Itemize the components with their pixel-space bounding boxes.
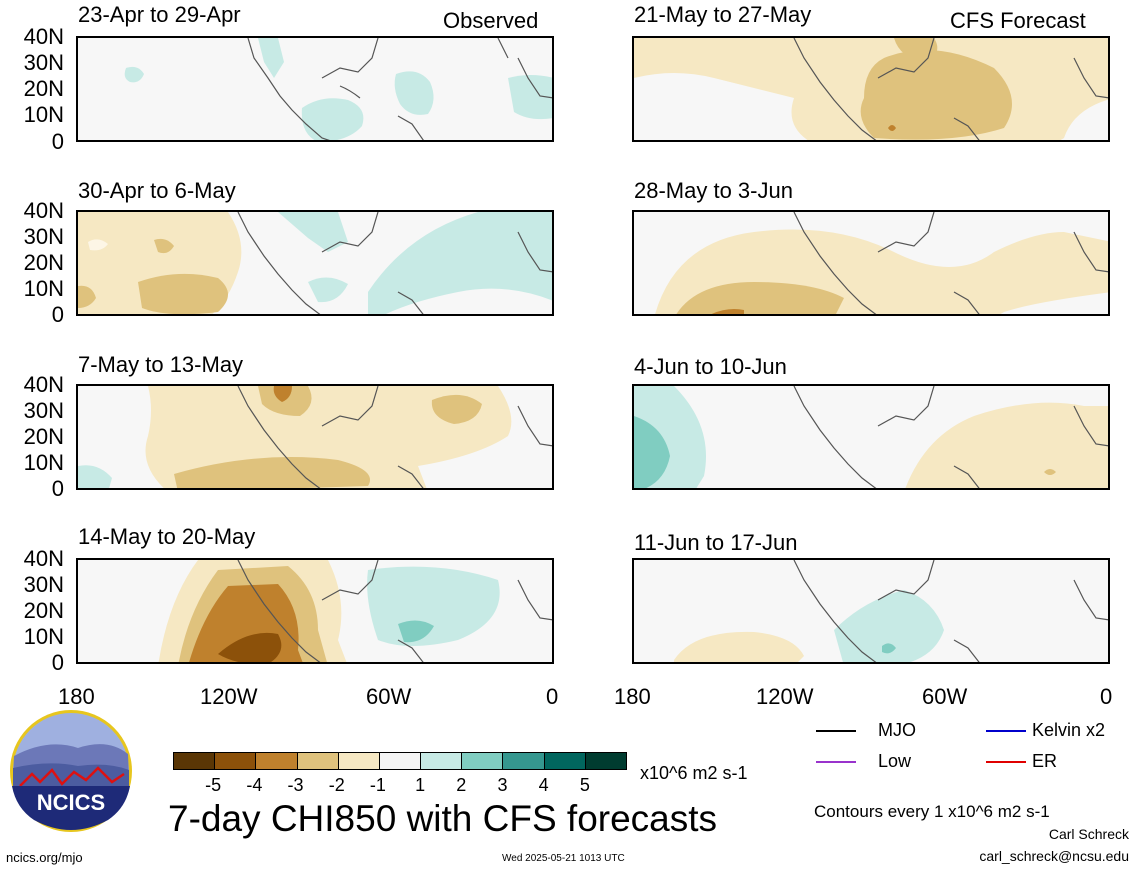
colorbar-units: x10^6 m2 s-1 <box>640 763 748 783</box>
lon-label-60w: 60W <box>366 684 412 709</box>
panel-title-4: 14-May to 20-May <box>78 524 256 549</box>
legend-low-line <box>816 761 856 764</box>
legend-er-line <box>986 761 1026 764</box>
lat-label-40n: 40N <box>23 372 64 397</box>
colorbar-box <box>255 752 298 770</box>
map-panel-obs-2 <box>76 210 554 316</box>
legend-er-label: ER <box>1032 751 1058 771</box>
panel-title-5: 21-May to 27-May <box>634 2 812 27</box>
lat-label-20n: 20N <box>23 424 64 449</box>
colorbar-tick-label: 4 <box>538 775 549 795</box>
panel-title-8: 11-Jun to 17-Jun <box>634 530 798 555</box>
panel-title-2: 30-Apr to 6-May <box>78 178 236 203</box>
author-email[interactable]: carl_schreck@ncsu.edu <box>979 848 1129 864</box>
legend-er: ER <box>986 751 1057 772</box>
map-panel-obs-1 <box>76 36 554 142</box>
lat-label-20n: 20N <box>23 598 64 623</box>
legend-low: Low <box>816 751 911 772</box>
map-panel-obs-4 <box>76 558 554 664</box>
lon-label-180: 180 <box>58 684 95 709</box>
colorbar-tick-label: 1 <box>415 775 426 795</box>
lat-label-0: 0 <box>51 476 64 501</box>
colorbar-tick-label: -1 <box>369 775 386 795</box>
legend-kelvin-line <box>986 730 1026 733</box>
colorbar-box <box>173 752 216 770</box>
lon-label-0: 0 <box>546 684 559 709</box>
lon-label-0: 0 <box>1100 684 1113 709</box>
panel-title-7: 4-Jun to 10-Jun <box>634 354 787 379</box>
map-panel-fcst-4 <box>632 558 1110 664</box>
lat-label-10n: 10N <box>23 450 64 475</box>
lat-label-30n: 30N <box>23 398 64 423</box>
lon-label-60w: 60W <box>922 684 968 709</box>
legend-mjo: MJO <box>816 720 916 741</box>
map-panel-fcst-2 <box>632 210 1110 316</box>
colorbar-box <box>337 752 380 770</box>
lat-label-40n: 40N <box>23 546 64 571</box>
main-title: 7-day CHI850 with CFS forecasts <box>168 798 718 839</box>
forecast-label: CFS Forecast <box>950 8 1086 33</box>
lon-label-180: 180 <box>614 684 651 709</box>
legend-low-label: Low <box>878 751 912 771</box>
map-panel-fcst-1 <box>632 36 1110 142</box>
colorbar-box <box>584 752 627 770</box>
legend-mjo-label: MJO <box>878 720 916 740</box>
legend-kelvin: Kelvin x2 <box>986 720 1105 741</box>
legend-mjo-line <box>816 730 856 733</box>
colorbar-box <box>214 752 257 770</box>
contours-note: Contours every 1 x10^6 m2 s-1 <box>814 802 1050 821</box>
colorbar-box <box>461 752 504 770</box>
lon-label-120w: 120W <box>200 684 258 709</box>
lat-label-10n: 10N <box>23 102 64 127</box>
map-panel-fcst-3 <box>632 384 1110 490</box>
colorbar-tick-label: 2 <box>456 775 467 795</box>
colorbar-tick-label: 3 <box>497 775 508 795</box>
lat-label-0: 0 <box>51 650 64 675</box>
colorbar: -5 -4 -3 -2 -1 1 2 3 4 5 <box>173 752 627 802</box>
colorbar-tick-label: 5 <box>579 775 590 795</box>
lat-label-10n: 10N <box>23 624 64 649</box>
lat-label-0: 0 <box>51 302 64 327</box>
timestamp: Wed 2025-05-21 1013 UTC <box>502 853 625 864</box>
lat-label-10n: 10N <box>23 276 64 301</box>
site-link[interactable]: ncics.org/mjo <box>6 850 83 865</box>
lat-label-30n: 30N <box>23 224 64 249</box>
colorbar-box <box>296 752 339 770</box>
lat-label-40n: 40N <box>23 24 64 49</box>
colorbar-box <box>543 752 586 770</box>
lat-label-20n: 20N <box>23 250 64 275</box>
ncics-logo: NCICS <box>8 708 134 834</box>
observed-label: Observed <box>443 8 539 33</box>
author: Carl Schreck <box>1048 826 1129 842</box>
colorbar-tick-label: -3 <box>287 775 304 795</box>
panel-title-6: 28-May to 3-Jun <box>634 178 793 203</box>
logo-text: NCICS <box>37 790 105 815</box>
colorbar-box <box>378 752 422 770</box>
lat-label-20n: 20N <box>23 76 64 101</box>
panel-title-3: 7-May to 13-May <box>78 352 244 377</box>
colorbar-box <box>502 752 545 770</box>
colorbar-tick-label: -4 <box>246 775 263 795</box>
lat-label-40n: 40N <box>23 198 64 223</box>
map-panel-obs-3 <box>76 384 554 490</box>
lat-label-30n: 30N <box>23 572 64 597</box>
colorbar-tick-label: -5 <box>205 775 222 795</box>
lat-label-30n: 30N <box>23 50 64 75</box>
panel-title-1: 23-Apr to 29-Apr <box>78 2 241 27</box>
colorbar-tick-label: -2 <box>328 775 345 795</box>
lon-label-120w: 120W <box>756 684 814 709</box>
legend-kelvin-label: Kelvin x2 <box>1032 720 1106 740</box>
lat-label-0: 0 <box>51 129 64 154</box>
colorbar-box <box>420 752 463 770</box>
